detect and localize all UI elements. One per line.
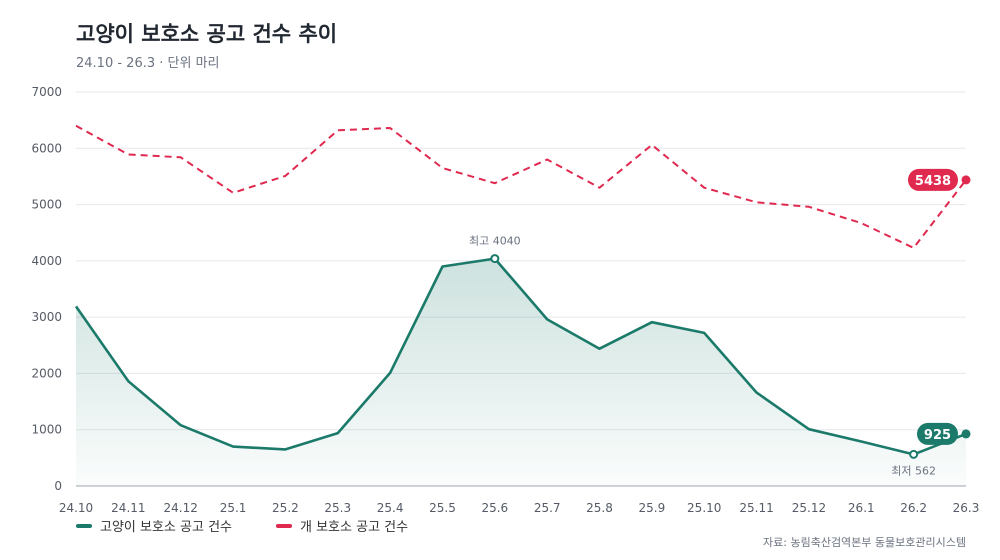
x-tick-label: 25.11 bbox=[739, 501, 773, 515]
x-tick-label: 25.4 bbox=[377, 501, 404, 515]
legend-swatch-dog bbox=[276, 523, 292, 528]
x-tick-label: 25.8 bbox=[586, 501, 613, 515]
x-tick-label: 25.5 bbox=[429, 501, 456, 515]
end-label-text: 925 bbox=[924, 428, 951, 443]
legend: 고양이 보호소 공고 건수 개 보호소 공고 건수 bbox=[76, 516, 408, 535]
legend-label-dog: 개 보호소 공고 건수 bbox=[300, 520, 409, 535]
legend-item-cat: 고양이 보호소 공고 건수 bbox=[76, 516, 232, 535]
y-tick-label: 2000 bbox=[31, 366, 62, 380]
annotation-marker bbox=[490, 254, 500, 264]
y-tick-label: 4000 bbox=[31, 254, 62, 268]
annotation-label: 최저 562 bbox=[891, 464, 936, 477]
x-tick-label: 25.1 bbox=[220, 501, 247, 515]
chart-title: 고양이 보호소 공고 건수 추이 bbox=[76, 22, 338, 46]
chart-subtitle: 24.10 - 26.3 · 단위 마리 bbox=[76, 56, 220, 71]
end-label-pill bbox=[917, 422, 958, 445]
x-tick-label: 25.2 bbox=[272, 501, 299, 515]
y-tick-label: 5000 bbox=[31, 198, 62, 212]
y-tick-label: 0 bbox=[54, 479, 62, 493]
end-label-pill bbox=[908, 168, 958, 191]
x-tick-label: 25.12 bbox=[792, 501, 826, 515]
x-tick-label: 24.11 bbox=[111, 501, 145, 515]
x-tick-label: 24.10 bbox=[59, 501, 93, 515]
cat-area bbox=[76, 258, 966, 486]
y-tick-label: 3000 bbox=[31, 310, 62, 324]
y-tick-label: 1000 bbox=[31, 423, 62, 437]
x-tick-label: 26.1 bbox=[848, 501, 875, 515]
x-tick-label: 25.7 bbox=[534, 501, 561, 515]
y-tick-label: 6000 bbox=[31, 141, 62, 155]
x-tick-label: 25.10 bbox=[687, 501, 721, 515]
dog-line bbox=[75, 124, 967, 249]
end-label-text: 5438 bbox=[915, 174, 951, 189]
x-tick-label: 26.3 bbox=[953, 501, 980, 515]
x-tick-label: 25.6 bbox=[481, 501, 508, 515]
x-tick-label: 25.3 bbox=[324, 501, 351, 515]
legend-label-cat: 고양이 보호소 공고 건수 bbox=[100, 520, 232, 535]
annotation-label: 최고 4040 bbox=[469, 235, 521, 248]
x-tick-label: 24.12 bbox=[164, 501, 198, 515]
y-tick-label: 7000 bbox=[31, 85, 62, 99]
dog-end-point bbox=[961, 175, 971, 185]
cat-end-point bbox=[961, 429, 971, 439]
annotation-marker bbox=[909, 449, 919, 459]
source-note: 자료: 농림축산검역본부 동물보호관리시스템 bbox=[763, 536, 966, 549]
x-tick-label: 26.2 bbox=[900, 501, 927, 515]
legend-swatch-cat bbox=[76, 523, 92, 528]
legend-item-dog: 개 보호소 공고 건수 bbox=[276, 516, 408, 535]
cat-line bbox=[74, 257, 967, 456]
x-tick-label: 25.9 bbox=[639, 501, 666, 515]
